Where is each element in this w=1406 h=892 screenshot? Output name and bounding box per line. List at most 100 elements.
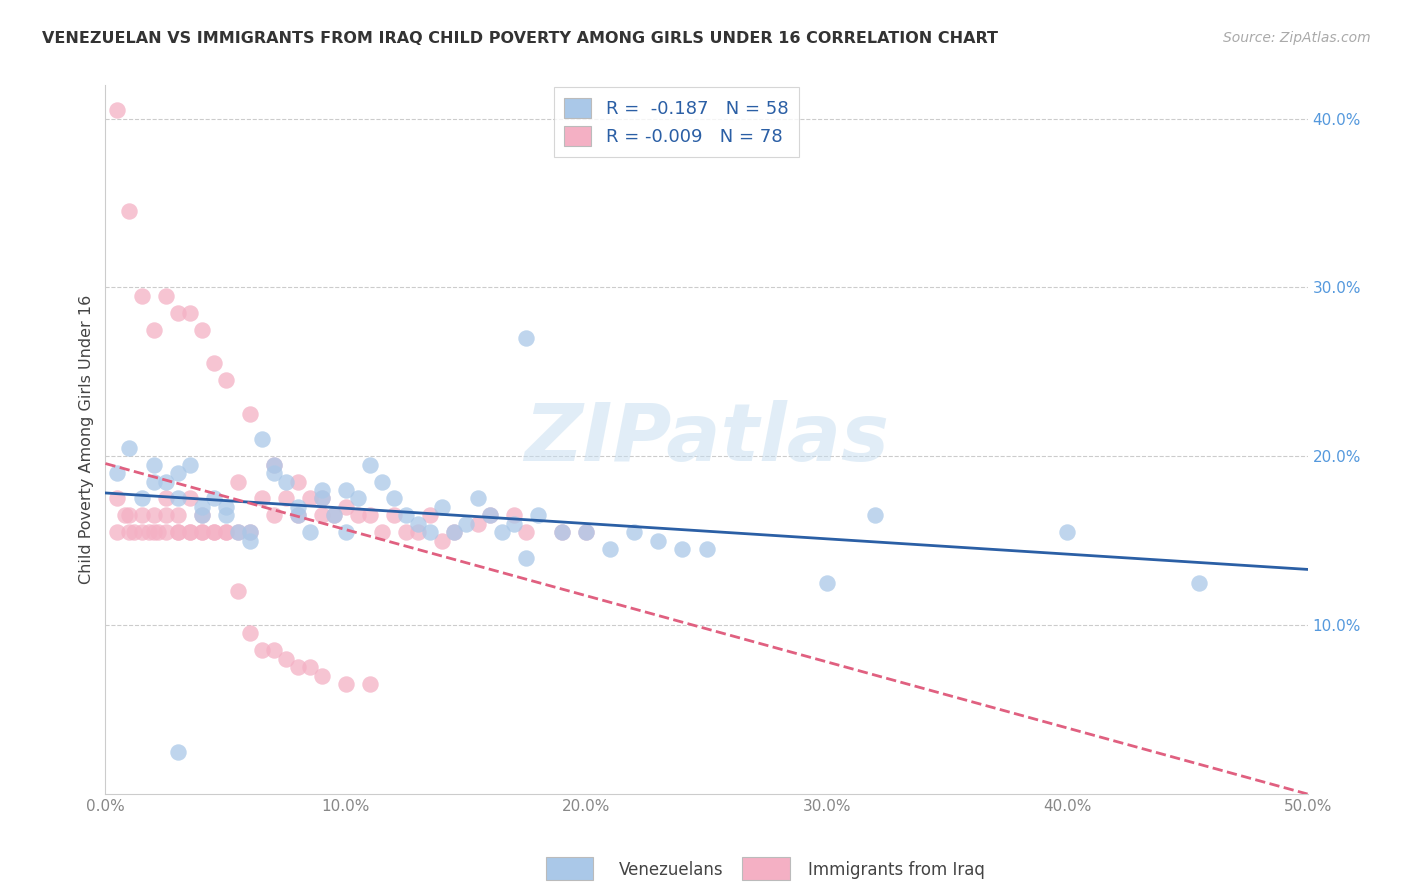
Point <box>623 525 645 540</box>
Point <box>311 669 333 683</box>
Point <box>226 525 249 540</box>
Point <box>263 466 285 480</box>
Point <box>214 373 236 387</box>
Point <box>371 475 394 489</box>
Point <box>479 508 502 523</box>
Point <box>166 466 188 480</box>
Point <box>131 508 153 523</box>
Point <box>190 500 212 514</box>
Point <box>142 458 165 472</box>
Point <box>107 466 129 480</box>
Point <box>202 525 225 540</box>
Point <box>551 525 574 540</box>
Point <box>179 525 201 540</box>
Point <box>298 525 321 540</box>
Point <box>1188 575 1211 590</box>
Point <box>166 525 188 540</box>
Point <box>395 525 418 540</box>
Point <box>190 525 212 540</box>
Point <box>190 508 212 523</box>
Point <box>359 508 381 523</box>
Point <box>599 542 621 557</box>
Point <box>239 525 262 540</box>
Point <box>527 508 550 523</box>
Point <box>551 525 574 540</box>
Point <box>647 533 669 548</box>
Point <box>214 508 236 523</box>
Point <box>190 508 212 523</box>
Point <box>239 407 262 421</box>
Point <box>443 525 465 540</box>
Point <box>155 491 177 506</box>
Point <box>114 508 136 523</box>
Point <box>311 491 333 506</box>
Point <box>419 525 441 540</box>
Point <box>347 491 370 506</box>
Point <box>671 542 693 557</box>
Point <box>359 458 381 472</box>
Point <box>239 525 262 540</box>
Point <box>155 525 177 540</box>
Point <box>118 204 141 219</box>
Point <box>382 508 405 523</box>
Point <box>311 483 333 497</box>
Point <box>142 525 165 540</box>
Point <box>202 525 225 540</box>
Point <box>575 525 598 540</box>
Point <box>395 508 418 523</box>
Point <box>166 306 188 320</box>
Point <box>155 508 177 523</box>
Point <box>148 525 170 540</box>
Point <box>214 525 236 540</box>
Point <box>335 483 357 497</box>
Point <box>263 508 285 523</box>
Point <box>322 508 344 523</box>
Point <box>467 491 489 506</box>
Point <box>863 508 886 523</box>
Point <box>214 525 236 540</box>
Point <box>107 491 129 506</box>
Point <box>155 475 177 489</box>
Point <box>274 652 297 666</box>
Text: ZIPatlas: ZIPatlas <box>524 401 889 478</box>
Y-axis label: Child Poverty Among Girls Under 16: Child Poverty Among Girls Under 16 <box>79 294 94 584</box>
Point <box>311 508 333 523</box>
Text: Source: ZipAtlas.com: Source: ZipAtlas.com <box>1223 31 1371 45</box>
Point <box>696 542 718 557</box>
Point <box>250 643 273 657</box>
Point <box>491 525 513 540</box>
Point <box>454 516 477 531</box>
Point <box>131 289 153 303</box>
Point <box>479 508 502 523</box>
Point <box>298 660 321 674</box>
Point <box>335 525 357 540</box>
Point <box>131 491 153 506</box>
Point <box>179 306 201 320</box>
Point <box>190 525 212 540</box>
Point <box>118 441 141 455</box>
Point <box>214 500 236 514</box>
Point <box>515 550 537 565</box>
Point <box>430 533 453 548</box>
Point <box>142 508 165 523</box>
Point <box>406 516 429 531</box>
Point <box>250 491 273 506</box>
Point <box>503 516 526 531</box>
Text: Venezuelans: Venezuelans <box>619 861 723 879</box>
Point <box>166 525 188 540</box>
Point <box>124 525 146 540</box>
Point <box>575 525 598 540</box>
Point <box>107 525 129 540</box>
Point <box>443 525 465 540</box>
Point <box>430 500 453 514</box>
Point <box>118 525 141 540</box>
Point <box>155 289 177 303</box>
Point <box>298 491 321 506</box>
Point <box>190 322 212 336</box>
Point <box>467 516 489 531</box>
Point <box>287 508 309 523</box>
Point <box>226 475 249 489</box>
Point <box>419 508 441 523</box>
Point <box>515 525 537 540</box>
Text: Immigrants from Iraq: Immigrants from Iraq <box>808 861 986 879</box>
